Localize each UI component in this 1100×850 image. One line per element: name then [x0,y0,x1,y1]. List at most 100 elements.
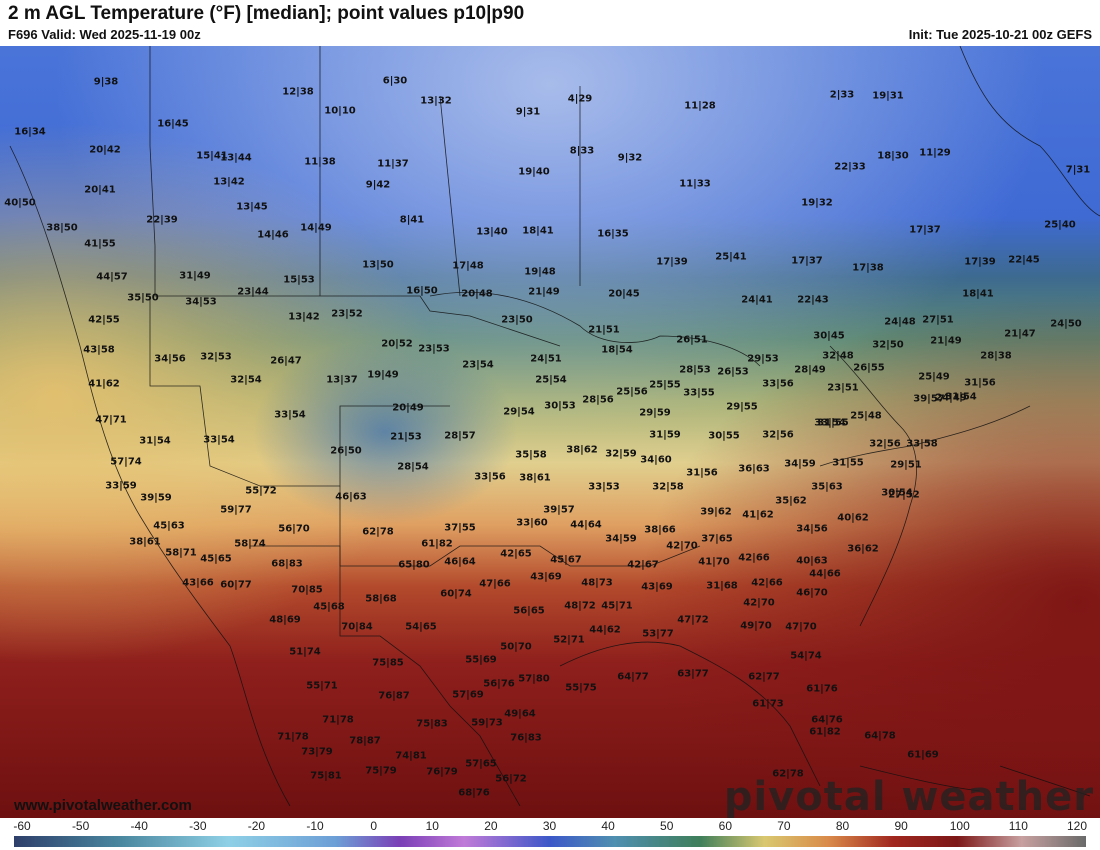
point-value-label: 9|31 [515,106,541,118]
color-scale-tick-label: -30 [189,819,207,833]
point-value-label: 48|69 [269,614,301,626]
point-value-label: 8|33 [569,145,595,157]
point-value-label: 61|82 [421,538,453,550]
point-value-label: 49|64 [504,708,536,720]
point-value-label: 25|48 [850,410,882,422]
point-value-label: 30|45 [813,330,845,342]
point-value-label: 17|39 [964,256,996,268]
point-value-label: 39|59 [140,492,172,504]
point-value-label: 50|70 [500,641,532,653]
point-value-label: 42|55 [88,314,120,326]
point-value-label: 43|58 [83,344,115,356]
point-value-label: 34|59 [784,458,816,470]
point-value-label: 9|32 [617,152,643,164]
point-value-label: 55|72 [245,485,277,497]
point-value-label: 57|65 [465,758,497,770]
point-value-label: 40|50 [4,197,36,209]
point-value-label: 16|34 [14,126,46,138]
point-value-label: 46|63 [335,491,367,503]
point-value-label: 42|67 [627,559,659,571]
point-value-label: 6|30 [382,75,408,87]
point-value-label: 47|72 [677,614,709,626]
point-value-label: 32|50 [872,339,904,351]
point-value-label: 61|69 [907,749,939,761]
point-value-label: 33|58 [906,438,938,450]
point-value-label: 62|77 [748,671,780,683]
point-value-label: 30|54 [881,487,913,499]
point-value-label: 40|63 [796,555,828,567]
point-value-label: 31|56 [964,377,996,389]
point-value-label: 17|48 [452,260,484,272]
brand-watermark: pivotal weather [723,774,1094,818]
point-value-label: 58|68 [365,593,397,605]
color-scale-tick-label: 120 [1066,819,1088,833]
point-value-label: 25|40 [1044,219,1076,231]
point-value-label: 32|53 [200,351,232,363]
point-value-label: 31|56 [686,467,718,479]
point-value-label: 35|58 [515,449,547,461]
point-value-label: 38|50 [46,222,78,234]
color-scale-tick-label: 50 [660,819,674,833]
point-value-label: 55|69 [465,654,497,666]
point-value-label: 25|49 [918,371,950,383]
point-value-label: 46|70 [796,587,828,599]
point-value-label: 26|50 [330,445,362,457]
point-value-label: 65|80 [398,559,430,571]
point-value-label: 19|31 [872,90,904,102]
point-value-label: 27|51 [922,314,954,326]
point-value-label: 15|41 [196,150,228,162]
point-value-label: 46|64 [444,556,476,568]
point-value-label: 22|39 [146,214,178,226]
point-value-label: 32|54 [230,374,262,386]
point-value-label: 35|63 [811,481,843,493]
point-value-label: 68|76 [458,787,490,799]
point-value-label: 74|81 [395,750,427,762]
point-value-label: 9|42 [365,179,391,191]
temperature-map[interactable]: 9|38 6|30 12|38 13|32 4|29 11|28 2|33 19|31 16|3… [0,46,1100,818]
point-value-label: 45|65 [200,553,232,565]
point-value-label: 49|70 [740,620,772,632]
point-value-label: 15|53 [283,274,315,286]
point-value-label: 2|33 [829,89,855,101]
point-value-label: 21|47 [1004,328,1036,340]
point-value-label: 73|79 [301,746,333,758]
point-value-label: 63|77 [677,668,709,680]
point-value-label: 62|78 [772,768,804,780]
point-value-label: 13|32 [420,95,452,107]
point-value-label: 33|56 [762,378,794,390]
point-value-label: 60|74 [440,588,472,600]
point-value-label: 42|70 [666,540,698,552]
point-value-label: 11|28 [684,100,716,112]
point-value-label: 64|76 [811,714,843,726]
point-value-label: 42|66 [751,577,783,589]
point-value-label: 30|55 [708,430,740,442]
color-scale: -60 -50 -40 -30 -20 -10 0 10 20 30 40 50 60 70 80 90 100… [0,818,1100,850]
color-scale-tick-label: -50 [71,819,90,833]
point-value-label: 32|58 [652,481,684,493]
point-value-label: 9|38 [93,76,119,88]
point-value-label: 32|56 [869,438,901,450]
color-scale-tick-label: 0 [370,819,377,833]
point-value-label: 22|45 [1008,254,1040,266]
point-value-label: 61|82 [809,726,841,738]
point-value-label: 35|50 [127,292,159,304]
point-value-label: 19|49 [367,369,399,381]
point-value-label: 75|85 [372,657,404,669]
point-value-label: 23|50 [501,314,533,326]
point-value-label: 34|60 [640,454,672,466]
point-value-label: 57|69 [452,689,484,701]
point-value-label: 11|29 [919,147,951,159]
point-value-label: 71|78 [277,731,309,743]
point-value-label: 18|41 [522,225,554,237]
point-value-label: 48|72 [564,600,596,612]
point-value-label: 28|53 [679,364,711,376]
point-value-label: 13|42 [213,176,245,188]
point-value-label: 24|49 [935,392,967,404]
coastlines-borders [9,46,1100,807]
point-value-label: 56|70 [278,523,310,535]
color-scale-tick-label: -60 [13,819,31,833]
point-value-label: 32|48 [822,350,854,362]
point-value-label: 76|79 [426,766,458,778]
point-value-label: 19|32 [801,197,833,209]
point-value-label: 20|49 [392,402,424,414]
